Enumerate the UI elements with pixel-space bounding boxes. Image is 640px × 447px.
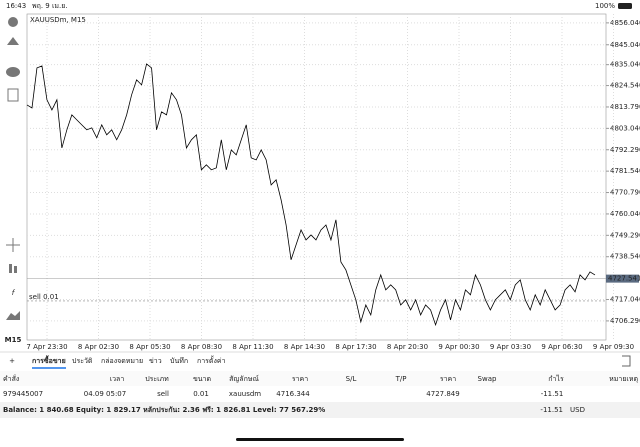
column-header: S/L	[346, 375, 357, 383]
battery-icon	[618, 3, 632, 9]
symbol-label: XAUUSDm, M15	[30, 16, 86, 24]
y-tick-label: 4813.790	[610, 103, 640, 111]
column-header: ราคา	[440, 375, 456, 383]
summary-profit: -11.51	[540, 406, 563, 414]
candle-icon[interactable]	[9, 264, 12, 273]
layout-icon[interactable]	[622, 355, 631, 367]
tab[interactable]: ข่าว	[149, 357, 162, 365]
column-header: สัญลักษณ์	[229, 375, 259, 383]
chart-frame	[26, 13, 607, 341]
trade-icon[interactable]	[7, 37, 19, 45]
x-tick-label: 9 Apr 03:30	[490, 343, 531, 351]
x-tick-label: 9 Apr 06:30	[541, 343, 582, 351]
new-icon[interactable]	[7, 88, 19, 102]
column-header: เวลา	[110, 375, 125, 383]
x-tick-label: 8 Apr 11:30	[232, 343, 273, 351]
y-tick-label: 4738.540	[610, 253, 640, 261]
objects-icon[interactable]	[6, 311, 20, 320]
cell-type: sell	[157, 390, 169, 398]
tab[interactable]: กล่องจดหมาย	[101, 357, 143, 365]
summary-row	[0, 402, 640, 418]
toolbar: f	[6, 17, 20, 320]
column-header: กำไร	[548, 374, 564, 383]
column-header: คำสั่ง	[3, 374, 19, 383]
x-tick-label: 9 Apr 00:30	[438, 343, 479, 351]
column-header: ราคา	[292, 375, 308, 383]
cell-symbol: xauusdm	[229, 390, 261, 398]
column-header: ประเภท	[145, 375, 169, 383]
x-tick-label: 8 Apr 02:30	[78, 343, 119, 351]
column-header: Swap	[478, 375, 497, 383]
x-tick-label: 7 Apr 23:30	[26, 343, 67, 351]
column-header: ขนาด	[193, 375, 211, 383]
cell-volume: 0.01	[193, 390, 209, 398]
column-header: หมายเหตุ	[609, 375, 638, 383]
header-row	[0, 371, 640, 386]
account-icon[interactable]	[8, 17, 18, 27]
y-tick-label: 4749.290	[610, 231, 640, 239]
y-tick-label: 4856.040	[610, 19, 640, 27]
cell-profit: -11.51	[541, 390, 564, 398]
current-price-box	[606, 274, 639, 283]
status-date: พฤ. 9 เม.ย.	[32, 2, 68, 10]
tab[interactable]: บันทึก	[170, 356, 188, 365]
y-tick-label: 4835.040	[610, 61, 640, 69]
y-tick-label: 4781.540	[610, 167, 640, 175]
current-price-label: 4727.541	[608, 275, 640, 283]
tab[interactable]: ประวัติ	[72, 357, 93, 365]
x-tick-label: 8 Apr 14:30	[284, 343, 325, 351]
y-tick-label: 4824.540	[610, 82, 640, 90]
column-header: T/P	[395, 375, 407, 383]
order-line-label: sell 0.01	[29, 293, 59, 301]
cell-time: 04.09 05:07	[84, 390, 126, 398]
candle-icon[interactable]	[14, 266, 17, 273]
price-line	[26, 63, 596, 327]
x-tick-label: 8 Apr 08:30	[181, 343, 222, 351]
tab[interactable]: การตั้งค่า	[197, 354, 226, 365]
x-tick-label: 8 Apr 05:30	[129, 343, 170, 351]
y-tick-label: 4845.040	[610, 41, 640, 49]
indicator-icon[interactable]: f	[12, 289, 16, 297]
x-tick-label: 9 Apr 09:30	[593, 343, 634, 351]
cell-open-price: 4716.344	[276, 390, 310, 398]
home-indicator	[236, 438, 404, 441]
tab[interactable]: การซื้อขาย	[32, 354, 66, 365]
y-tick-label: 4770.790	[610, 189, 640, 197]
y-tick-label: 4792.290	[610, 146, 640, 154]
cell-price: 4727.849	[426, 390, 459, 398]
summary-currency: USD	[570, 406, 585, 414]
y-tick-label: 4803.040	[610, 124, 640, 132]
crosshair-icon[interactable]	[6, 238, 20, 252]
x-tick-label: 8 Apr 17:30	[335, 343, 376, 351]
status-time: 16:43	[6, 2, 26, 10]
x-tick-label: 8 Apr 20:30	[387, 343, 428, 351]
y-tick-label: 4717.040	[610, 296, 640, 304]
timeframe[interactable]: M15	[5, 336, 22, 344]
y-tick-label: 4760.040	[610, 210, 640, 218]
summary-text: Balance: 1 840.68 Equity: 1 829.17 หลักป…	[3, 406, 325, 414]
add-button[interactable]: +	[9, 357, 15, 365]
chat-icon[interactable]	[6, 67, 20, 77]
cell-order: 979445007	[3, 390, 43, 398]
status-battery: 100%	[595, 2, 615, 10]
y-tick-label: 4706.290	[610, 317, 640, 325]
